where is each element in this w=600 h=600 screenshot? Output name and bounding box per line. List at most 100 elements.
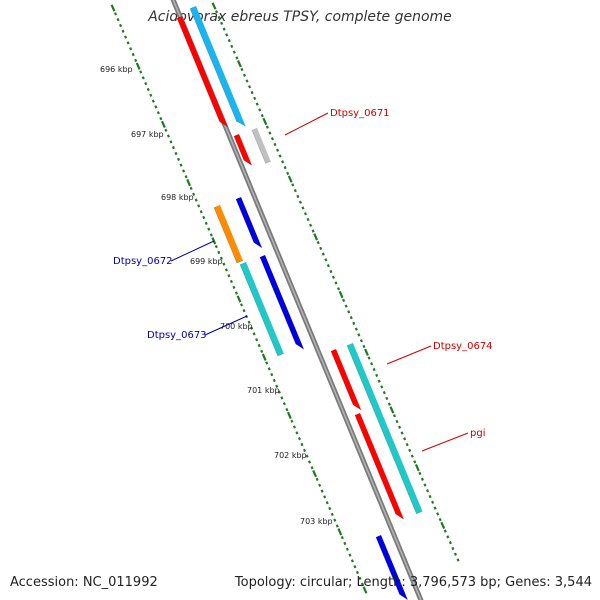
minor-tick bbox=[456, 558, 460, 562]
minor-tick bbox=[337, 287, 341, 291]
minor-tick bbox=[182, 169, 186, 173]
minor-tick bbox=[225, 33, 229, 37]
major-tick bbox=[313, 233, 319, 241]
minor-tick bbox=[273, 142, 277, 147]
major-tick bbox=[186, 178, 192, 187]
minor-tick bbox=[253, 96, 257, 100]
minor-tick bbox=[308, 460, 312, 464]
minor-tick bbox=[272, 378, 276, 383]
minor-tick bbox=[207, 227, 211, 231]
minor-tick bbox=[131, 52, 135, 57]
minor-tick bbox=[260, 114, 264, 118]
minor-tick bbox=[267, 367, 271, 371]
minor-tick bbox=[116, 18, 120, 22]
gene-label: pgi bbox=[470, 428, 485, 439]
backbone-line bbox=[170, 0, 424, 600]
minor-tick bbox=[398, 425, 402, 429]
minor-tick bbox=[268, 131, 272, 135]
minor-tick bbox=[219, 256, 223, 260]
minor-tick bbox=[310, 466, 314, 470]
minor-tick bbox=[380, 385, 384, 389]
minor-tick bbox=[370, 362, 374, 366]
major-tick bbox=[262, 117, 268, 126]
minor-tick bbox=[227, 274, 231, 278]
minor-tick bbox=[403, 437, 407, 441]
minor-tick bbox=[387, 402, 391, 406]
minor-tick bbox=[286, 171, 290, 175]
major-tick bbox=[261, 353, 267, 361]
minor-tick bbox=[436, 512, 440, 516]
minor-tick bbox=[347, 310, 351, 314]
gene-label-leader bbox=[204, 315, 248, 336]
minor-tick bbox=[166, 134, 170, 138]
minor-tick bbox=[278, 154, 282, 158]
gene-sheen bbox=[355, 343, 424, 502]
minor-tick bbox=[285, 407, 289, 412]
tick-label: 699 kbp bbox=[190, 257, 223, 266]
minor-tick bbox=[282, 402, 286, 406]
minor-tick bbox=[230, 44, 234, 49]
minor-tick bbox=[448, 541, 452, 545]
minor-tick bbox=[335, 524, 339, 528]
minor-tick bbox=[293, 189, 297, 193]
minor-tick bbox=[270, 373, 274, 377]
minor-tick bbox=[382, 391, 386, 395]
major-tick bbox=[389, 406, 395, 414]
minor-tick bbox=[350, 559, 354, 563]
tick-label: 703 kbp bbox=[300, 517, 333, 526]
minor-tick bbox=[425, 489, 430, 493]
topology-text: Topology: circular; Length: 3,796,573 bp… bbox=[234, 575, 592, 590]
minor-tick bbox=[222, 262, 226, 266]
minor-tick bbox=[220, 21, 224, 25]
minor-tick bbox=[235, 56, 239, 60]
minor-tick bbox=[352, 321, 356, 326]
minor-tick bbox=[255, 338, 259, 342]
tick-label: 700 kbp bbox=[220, 322, 253, 331]
minor-tick bbox=[199, 210, 203, 214]
accession-text: Accession: NC_011992 bbox=[10, 575, 158, 590]
minor-tick bbox=[217, 250, 221, 255]
minor-tick bbox=[305, 454, 309, 458]
minor-tick bbox=[446, 535, 450, 539]
minor-tick bbox=[405, 442, 409, 447]
tick-label: 702 kbp bbox=[274, 451, 307, 460]
minor-tick bbox=[280, 396, 284, 400]
minor-tick bbox=[232, 285, 236, 289]
minor-tick bbox=[222, 27, 226, 31]
minor-tick bbox=[342, 298, 346, 302]
map-title: Acidovorax ebreus TPSY, complete genome bbox=[148, 9, 452, 25]
major-tick bbox=[287, 175, 293, 183]
major-tick bbox=[160, 120, 166, 129]
minor-tick bbox=[349, 315, 353, 320]
gene-label: Dtpsy_0672 bbox=[113, 256, 173, 267]
minor-tick bbox=[124, 35, 128, 39]
minor-tick bbox=[345, 547, 349, 551]
minor-tick bbox=[418, 471, 422, 476]
minor-tick bbox=[431, 500, 435, 504]
major-tick bbox=[337, 528, 343, 536]
major-tick bbox=[236, 60, 242, 68]
minor-tick bbox=[413, 460, 417, 464]
minor-tick bbox=[301, 206, 305, 210]
minor-tick bbox=[343, 541, 347, 546]
gene-gray-small bbox=[251, 128, 277, 164]
minor-tick bbox=[372, 367, 376, 372]
minor-tick bbox=[260, 349, 264, 354]
minor-tick bbox=[192, 192, 196, 196]
minor-tick bbox=[247, 320, 251, 324]
minor-tick bbox=[209, 233, 213, 237]
minor-tick bbox=[265, 361, 269, 365]
minor-tick bbox=[290, 419, 294, 423]
minor-tick bbox=[438, 517, 442, 522]
minor-tick bbox=[309, 223, 313, 227]
minor-tick bbox=[176, 157, 181, 161]
minor-tick bbox=[214, 244, 218, 249]
minor-tick bbox=[245, 79, 249, 83]
minor-tick bbox=[281, 160, 285, 164]
minor-tick bbox=[354, 327, 358, 331]
minor-tick bbox=[320, 489, 324, 493]
gene-arrow bbox=[251, 128, 277, 164]
minor-tick bbox=[121, 29, 125, 33]
inner-dotted-track bbox=[211, 2, 460, 562]
minor-tick bbox=[252, 332, 256, 336]
